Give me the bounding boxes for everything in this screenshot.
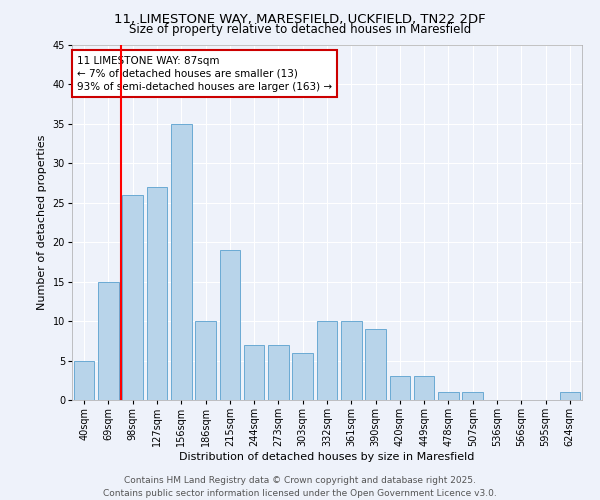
Bar	[195, 321, 216, 400]
Bar	[341, 321, 362, 400]
Bar	[560, 392, 580, 400]
Bar	[317, 321, 337, 400]
Bar	[74, 360, 94, 400]
Bar	[414, 376, 434, 400]
Bar	[389, 376, 410, 400]
Bar	[244, 345, 265, 400]
Text: Size of property relative to detached houses in Maresfield: Size of property relative to detached ho…	[129, 22, 471, 36]
Bar	[438, 392, 459, 400]
Bar	[268, 345, 289, 400]
Bar	[98, 282, 119, 400]
Bar	[171, 124, 191, 400]
Text: Contains HM Land Registry data © Crown copyright and database right 2025.
Contai: Contains HM Land Registry data © Crown c…	[103, 476, 497, 498]
Bar	[122, 195, 143, 400]
Bar	[292, 352, 313, 400]
Bar	[365, 329, 386, 400]
Bar	[220, 250, 240, 400]
Bar	[463, 392, 483, 400]
Bar	[146, 187, 167, 400]
Text: 11 LIMESTONE WAY: 87sqm
← 7% of detached houses are smaller (13)
93% of semi-det: 11 LIMESTONE WAY: 87sqm ← 7% of detached…	[77, 56, 332, 92]
Text: 11, LIMESTONE WAY, MARESFIELD, UCKFIELD, TN22 2DF: 11, LIMESTONE WAY, MARESFIELD, UCKFIELD,…	[114, 12, 486, 26]
Y-axis label: Number of detached properties: Number of detached properties	[37, 135, 47, 310]
X-axis label: Distribution of detached houses by size in Maresfield: Distribution of detached houses by size …	[179, 452, 475, 462]
